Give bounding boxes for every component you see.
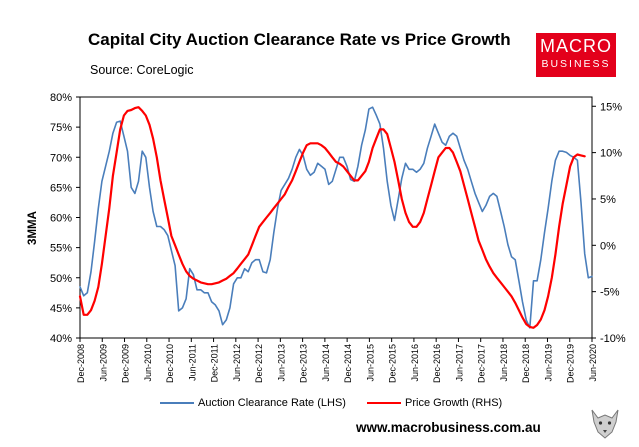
y-left-tick-label: 65% <box>50 182 72 194</box>
x-tick-label: Dec-2019 <box>566 344 576 383</box>
y-left-tick-label: 45% <box>50 303 72 315</box>
series-line-clearance-rate <box>79 106 593 329</box>
x-tick-label: Jun-2020 <box>588 344 598 382</box>
x-tick-label: Dec-2014 <box>343 344 353 383</box>
y-left-tick-label: 80% <box>50 92 72 104</box>
legend-label-clearance: Auction Clearance Rate (LHS) <box>198 397 346 409</box>
y-left-tick-label: 55% <box>50 243 72 255</box>
x-tick-label: Dec-2011 <box>210 344 220 382</box>
series-line-price-growth <box>78 106 586 329</box>
chart-source: Source: CoreLogic <box>90 63 194 77</box>
x-tick-label: Jun-2013 <box>276 344 286 382</box>
x-tick-label: Dec-2017 <box>477 344 487 383</box>
y-right-tick-label: 10% <box>600 148 622 160</box>
x-tick-label: Jun-2010 <box>143 344 153 382</box>
y-right-tick-label: 0% <box>600 240 616 252</box>
macrobusiness-logo: MACRO BUSINESS <box>536 33 616 77</box>
x-tick-label: Jun-2018 <box>499 344 509 382</box>
legend-swatch-clearance <box>160 402 194 405</box>
wolf-logo-icon <box>591 409 619 439</box>
logo-line-business: BUSINESS <box>541 58 611 70</box>
chart-title: Capital City Auction Clearance Rate vs P… <box>88 30 511 49</box>
y-right-tick-label: -10% <box>600 333 626 345</box>
x-tick-label: Jun-2017 <box>454 344 464 382</box>
x-tick-label: Dec-2013 <box>299 344 309 383</box>
legend-swatch-price-growth <box>367 402 402 405</box>
y-left-tick-label: 70% <box>50 152 72 164</box>
x-tick-label: Dec-2009 <box>121 344 131 383</box>
x-tick-label: Dec-2016 <box>432 344 442 383</box>
x-tick-label: Jun-2009 <box>98 344 108 382</box>
legend-item-clearance: Auction Clearance Rate (LHS) <box>160 397 346 409</box>
x-tick-label: Jun-2019 <box>543 344 553 382</box>
legend-label-price-growth: Price Growth (RHS) <box>405 397 503 409</box>
y-left-tick-label: 40% <box>50 333 72 345</box>
y-right-tick-label: 5% <box>600 194 616 206</box>
y-right-tick-label: 15% <box>600 101 622 113</box>
x-tick-label: Dec-2012 <box>254 344 264 383</box>
x-tick-label: Dec-2015 <box>388 344 398 383</box>
x-tick-label: Jun-2012 <box>232 344 242 382</box>
legend-item-price-growth: Price Growth (RHS) <box>367 397 502 409</box>
y-left-tick-label: 75% <box>50 122 72 134</box>
x-tick-label: Jun-2016 <box>410 344 420 382</box>
x-tick-label: Dec-2010 <box>165 344 175 383</box>
x-tick-label: Jun-2011 <box>187 344 197 381</box>
y-left-tick-label: 60% <box>50 213 72 225</box>
website-url: www.macrobusiness.com.au <box>356 420 541 435</box>
chart-legend: Auction Clearance Rate (LHS) Price Growt… <box>160 397 520 409</box>
y-left-tick-label: 50% <box>50 273 72 285</box>
x-tick-label: Jun-2015 <box>365 344 375 382</box>
x-tick-label: Jun-2014 <box>321 344 331 382</box>
y-right-tick-label: -5% <box>600 287 620 299</box>
logo-line-macro: MACRO <box>540 36 612 56</box>
x-tick-label: Dec-2018 <box>521 344 531 383</box>
x-tick-label: Dec-2008 <box>76 344 86 383</box>
